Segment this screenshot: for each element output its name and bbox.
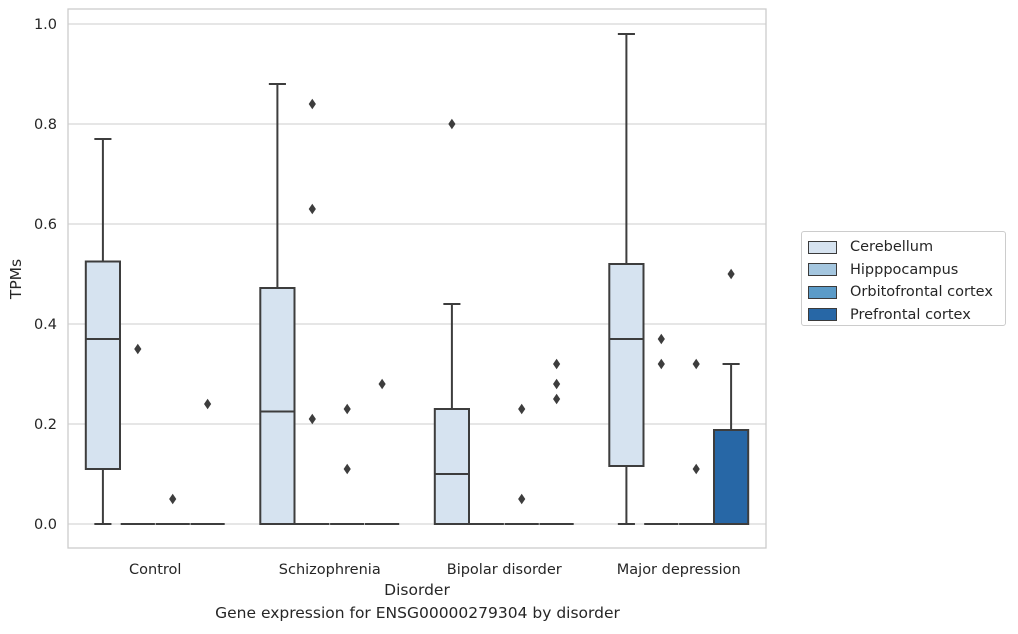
- y-tick-label: 0.6: [34, 217, 57, 233]
- y-axis-ticks: 0.0 0.2 0.4 0.6 0.8 1.0: [34, 17, 57, 533]
- box-cerebellum-bipolar-disorder: [433, 118, 471, 525]
- plot-frame: [67, 8, 767, 549]
- outlier-point: [657, 333, 665, 345]
- outlier-point: [134, 343, 142, 355]
- x-tick-label: Major depression: [617, 562, 741, 578]
- outlier-point: [692, 358, 700, 370]
- outlier-point: [169, 493, 177, 505]
- outlier-point: [553, 378, 561, 390]
- box-body: [84, 260, 122, 470]
- box-hipppocampus-control: [120, 343, 155, 525]
- box-cerebellum-schizophrenia: [259, 83, 296, 525]
- outlier-point: [553, 358, 561, 370]
- box-hipppocampus-schizophrenia: [295, 98, 330, 525]
- legend-item-hipppocampus: Hipppocampus: [802, 259, 1005, 282]
- y-tick-label: 0.4: [34, 317, 57, 333]
- outlier-point: [308, 98, 316, 110]
- box-body: [712, 429, 750, 525]
- legend: Cerebellum Hipppocampus Orbitofrontal co…: [801, 231, 1006, 326]
- box-cerebellum-major-depression: [608, 33, 645, 525]
- outlier-point: [378, 378, 386, 390]
- legend-label-prefrontal-cortex: Prefrontal cortex: [850, 306, 971, 323]
- box-orbitofrontal-cortex-schizophrenia: [330, 403, 365, 525]
- y-tick-label: 0.8: [34, 117, 57, 133]
- outlier-point: [448, 118, 456, 130]
- outlier-point: [692, 463, 700, 475]
- legend-swatch-cerebellum: [808, 240, 837, 254]
- box-prefrontal-cortex-control: [190, 398, 225, 525]
- legend-label-orbitofrontal-cortex: Orbitofrontal cortex: [850, 284, 993, 301]
- box-orbitofrontal-cortex-bipolar-disorder: [504, 403, 539, 525]
- outlier-point: [518, 493, 526, 505]
- outlier-point: [308, 413, 316, 425]
- x-axis-label: Disorder: [384, 581, 450, 599]
- outlier-point: [657, 358, 665, 370]
- y-tick-label: 1.0: [34, 17, 57, 33]
- box-orbitofrontal-cortex-major-depression: [679, 358, 714, 525]
- box-body: [433, 408, 471, 525]
- y-axis-label: TPMs: [7, 259, 25, 300]
- y-tick-label: 0.2: [34, 417, 57, 433]
- box-hipppocampus-major-depression: [644, 333, 679, 525]
- legend-item-orbitofrontal-cortex: Orbitofrontal cortex: [802, 281, 1005, 304]
- box-cerebellum-control: [84, 138, 122, 525]
- x-tick-label: Control: [129, 562, 181, 578]
- outlier-point: [308, 203, 316, 215]
- legend-item-prefrontal-cortex: Prefrontal cortex: [802, 304, 1005, 327]
- y-tick-label: 0.0: [34, 517, 57, 533]
- box-plots: [84, 33, 750, 525]
- legend-label-hipppocampus: Hipppocampus: [850, 261, 959, 278]
- legend-swatch-prefrontal-cortex: [808, 308, 837, 322]
- x-tick-label: Bipolar disorder: [447, 562, 562, 578]
- legend-swatch-hipppocampus: [808, 263, 837, 277]
- x-axis-ticks: Control Schizophrenia Bipolar disorder Majo…: [129, 562, 741, 578]
- box-orbitofrontal-cortex-control: [155, 493, 190, 525]
- box-prefrontal-cortex-schizophrenia: [364, 378, 400, 525]
- chart-caption: Gene expression for ENSG00000279304 by d…: [215, 604, 620, 622]
- legend-label-cerebellum: Cerebellum: [850, 239, 934, 256]
- outlier-point: [343, 463, 351, 475]
- outlier-point: [518, 403, 526, 415]
- x-tick-label: Schizophrenia: [279, 562, 381, 578]
- outlier-point: [727, 268, 735, 280]
- grid-lines: [68, 23, 766, 525]
- box-body: [608, 263, 645, 467]
- outlier-point: [553, 393, 561, 405]
- legend-item-cerebellum: Cerebellum: [802, 236, 1005, 259]
- box-prefrontal-cortex-bipolar-disorder: [539, 358, 574, 525]
- box-prefrontal-cortex-major-depression: [712, 268, 750, 525]
- box-body: [259, 287, 296, 525]
- outlier-point: [204, 398, 212, 410]
- outlier-point: [343, 403, 351, 415]
- legend-swatch-orbitofrontal-cortex: [808, 285, 837, 299]
